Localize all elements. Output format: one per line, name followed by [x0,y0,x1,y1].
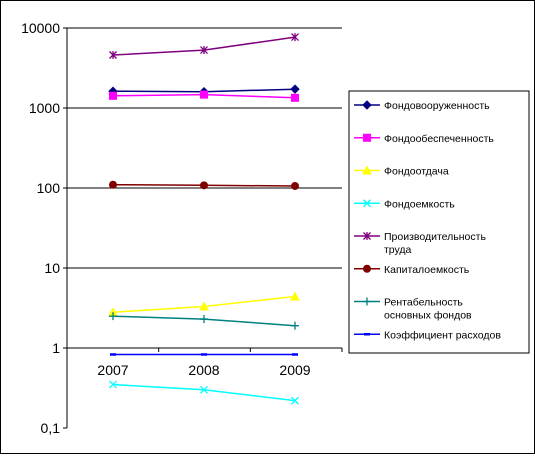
x-tick-label: 2008 [188,362,219,378]
legend-label: Фондообеспеченность [384,133,494,145]
y-tick-label: 1000 [29,100,60,116]
y-tick-label: 10 [44,260,60,276]
legend-label: Коэффициент расходов [384,329,501,341]
legend-label: Фондоемкость [384,198,455,210]
x-tick-label: 2007 [97,362,128,378]
series-5 [110,33,299,59]
data-point [200,315,208,323]
data-point [201,182,208,189]
legend: Фондовооруженность Фондообеспеченность Фон… [349,91,529,353]
legend-label: Капиталоемкость [384,264,470,276]
series-2 [110,91,299,101]
series-line [113,385,295,401]
data-point [110,92,117,99]
legend-label: Фондоотдача [384,166,449,178]
y-tick-label: 10000 [21,20,60,36]
y-tick-label: 100 [37,180,61,196]
series-4 [110,381,299,404]
data-point [292,182,299,189]
data-point [291,85,299,93]
legend-marker [364,265,371,272]
x-tick-label: 2009 [279,362,310,378]
series-3 [109,293,299,316]
data-point [201,91,208,98]
data-point [291,322,299,330]
data-point [292,94,299,101]
y-tick-label: 0,1 [41,420,61,436]
legend-label: Фондовооруженность [384,100,490,112]
y-tick-label: 1 [52,340,60,356]
legend-marker [364,134,371,141]
series-7 [109,312,299,330]
data-point [110,181,117,188]
